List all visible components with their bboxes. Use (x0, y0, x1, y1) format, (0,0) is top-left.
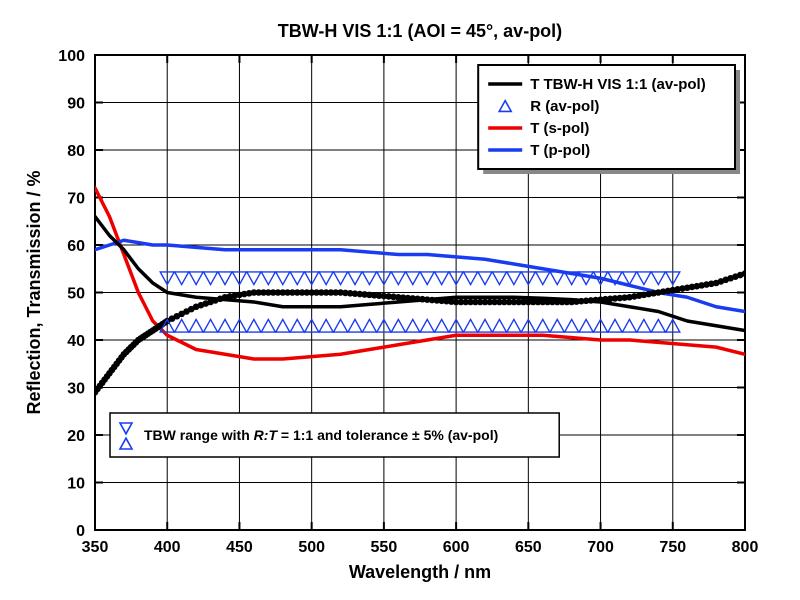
y-tick-label: 10 (67, 476, 85, 493)
y-tick-label: 60 (67, 238, 85, 255)
y-tick-label: 20 (67, 428, 85, 445)
x-tick-label: 400 (154, 539, 181, 556)
chart-svg: 350 400 450 500 550 600 650 700 750 800 0 10 20 30 40 5… (0, 0, 800, 600)
y-tick-label: 90 (67, 96, 85, 113)
y-tick-label: 70 (67, 191, 85, 208)
x-tick-label: 750 (659, 539, 686, 556)
x-tick-label: 350 (82, 539, 109, 556)
y-tick-label: 80 (67, 143, 85, 160)
chart-container: 350 400 450 500 550 600 650 700 750 800 0 10 20 30 40 5… (0, 0, 800, 600)
x-tick-label: 700 (587, 539, 614, 556)
y-axis-label: Reflection, Transmission / % (24, 170, 44, 414)
y-tick-label: 0 (76, 523, 85, 540)
y-tick-label: 40 (67, 333, 85, 350)
y-tick-label: 50 (67, 286, 85, 303)
x-tick-label: 500 (298, 539, 325, 556)
x-tick-label: 450 (226, 539, 253, 556)
x-axis-label: Wavelength / nm (349, 562, 491, 582)
x-tick-label: 650 (515, 539, 542, 556)
x-tick-label: 550 (371, 539, 398, 556)
legend-item-label: R (av-pol) (530, 98, 599, 115)
legend-item-label: T (p-pol) (530, 142, 590, 159)
x-tick-label: 800 (732, 539, 759, 556)
x-tick-label: 600 (443, 539, 470, 556)
legend-item-label: T (s-pol) (530, 120, 589, 137)
legend-item-label: T TBW-H VIS 1:1 (av-pol) (530, 76, 706, 93)
annotation-text: TBW range with R:T = 1:1 and tolerance ±… (144, 427, 498, 443)
y-tick-label: 30 (67, 381, 85, 398)
chart-title: TBW-H VIS 1:1 (AOI = 45°, av-pol) (278, 21, 562, 41)
y-tick-label: 100 (58, 48, 85, 65)
